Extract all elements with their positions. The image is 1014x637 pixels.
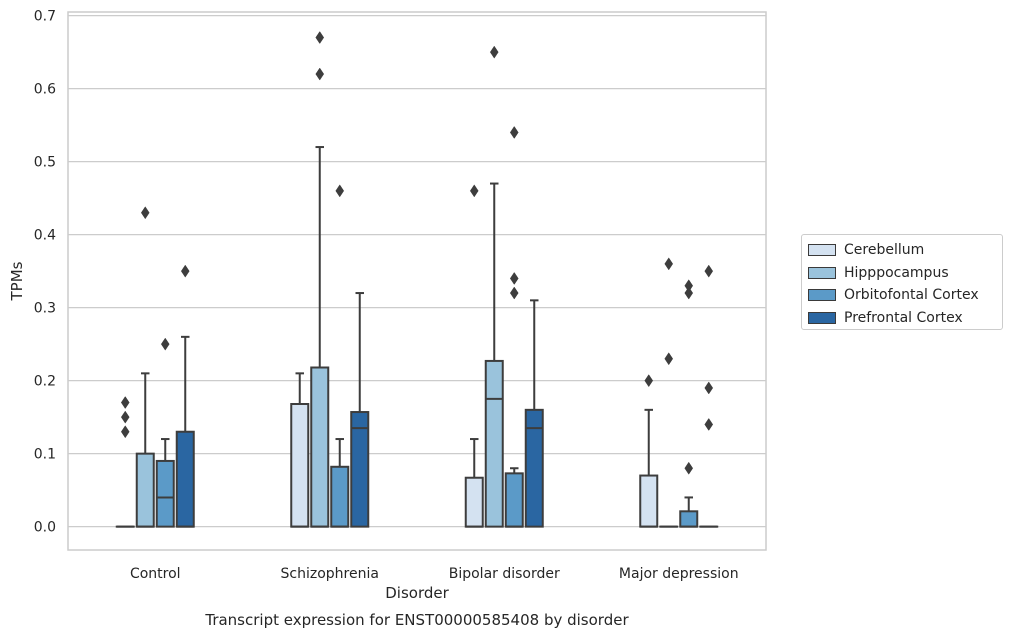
outlier-point	[120, 396, 130, 409]
box-orbitofontal-cortex	[504, 125, 524, 528]
outlier-point	[684, 279, 694, 293]
outlier-point	[704, 417, 714, 431]
box-body	[290, 403, 310, 528]
x-tick-label: Schizophrenia	[281, 566, 379, 582]
x-tick-label: Bipolar disorder	[449, 566, 560, 582]
y-tick-label: 0.1	[34, 447, 56, 463]
legend-item: Hipppocampus	[808, 262, 996, 285]
y-tick-label: 0.5	[34, 155, 56, 171]
outlier-point	[509, 125, 519, 139]
outlier-point	[509, 271, 519, 285]
box-orbitofontal-cortex	[330, 184, 350, 528]
box-prefrontal-cortex	[175, 264, 195, 528]
box-hipppocampus	[135, 206, 155, 528]
outlier-point	[140, 206, 150, 220]
gridlines	[68, 15, 766, 528]
x-tick-label: Major depression	[619, 566, 739, 582]
legend-swatch	[808, 289, 836, 302]
outlier-point	[315, 67, 325, 81]
y-tick-label: 0.2	[34, 374, 56, 390]
legend-label: Orbitofontal Cortex	[844, 287, 979, 304]
legend-swatch	[808, 311, 836, 324]
box-body	[464, 476, 484, 528]
box-body	[175, 430, 195, 528]
y-tick-label: 0.3	[34, 301, 56, 317]
legend-item: Cerebellum	[808, 239, 996, 262]
y-tick-label: 0.4	[34, 228, 56, 244]
box-prefrontal-cortex	[524, 299, 544, 528]
outlier-point	[704, 264, 714, 278]
outlier-point	[160, 337, 170, 351]
outlier-point	[489, 45, 499, 59]
outlier-point	[180, 264, 190, 278]
box-body	[679, 510, 699, 528]
axis-ticks: 0.0 0.1 0.2 0.3 0.4 0.5 0.6 0.7 Control Schizophr…	[34, 9, 739, 582]
box-cerebellum	[290, 372, 310, 528]
outlier-point	[684, 461, 694, 475]
box-cerebellum	[464, 184, 484, 528]
plot-frame	[67, 11, 767, 551]
outlier-point	[120, 410, 130, 424]
box-prefrontal-cortex	[350, 292, 370, 528]
outlier-point	[509, 286, 519, 300]
legend-item: Prefrontal Cortex	[808, 307, 996, 330]
box-body	[484, 359, 504, 528]
box-hipppocampus	[484, 45, 504, 528]
y-tick-label: 0.0	[34, 520, 56, 536]
box-cerebellum	[115, 396, 135, 528]
box-body	[135, 452, 155, 528]
box-body	[639, 474, 659, 528]
box-body	[350, 411, 370, 528]
box-hipppocampus	[659, 257, 679, 528]
y-tick-label: 0.6	[34, 82, 56, 98]
y-axis-label: TPMs	[8, 261, 26, 301]
outlier-point	[664, 352, 674, 366]
outlier-point	[684, 286, 694, 300]
legend-swatch	[808, 266, 836, 279]
box-body	[524, 408, 544, 528]
y-tick-label: 0.7	[34, 9, 56, 25]
box-body	[504, 472, 524, 528]
outlier-point	[644, 374, 654, 388]
box-body	[310, 366, 330, 528]
legend-label: Cerebellum	[844, 242, 925, 259]
plot-marks	[115, 31, 719, 528]
box-orbitofontal-cortex	[155, 337, 175, 528]
x-axis-label: Disorder	[385, 584, 449, 602]
x-tick-label: Control	[130, 566, 181, 582]
legend-label: Hipppocampus	[844, 264, 949, 281]
outlier-point	[120, 425, 130, 439]
box-body	[155, 459, 175, 528]
box-cerebellum	[639, 374, 659, 528]
outlier-point	[469, 184, 479, 198]
legend: Cerebellum Hipppocampus Orbitofontal Corte…	[801, 234, 1003, 330]
outlier-point	[335, 184, 345, 198]
legend-swatch	[808, 244, 836, 257]
box-hipppocampus	[310, 31, 330, 528]
legend-label: Prefrontal Cortex	[844, 309, 963, 326]
box-orbitofontal-cortex	[679, 279, 699, 528]
outlier-point	[704, 381, 714, 395]
chart-title: Transcript expression for ENST0000058540…	[204, 611, 629, 629]
legend-item: Orbitofontal Cortex	[808, 284, 996, 307]
box-body	[330, 465, 350, 528]
box-prefrontal-cortex	[699, 264, 719, 528]
outlier-point	[315, 31, 325, 45]
outlier-point	[664, 257, 674, 271]
